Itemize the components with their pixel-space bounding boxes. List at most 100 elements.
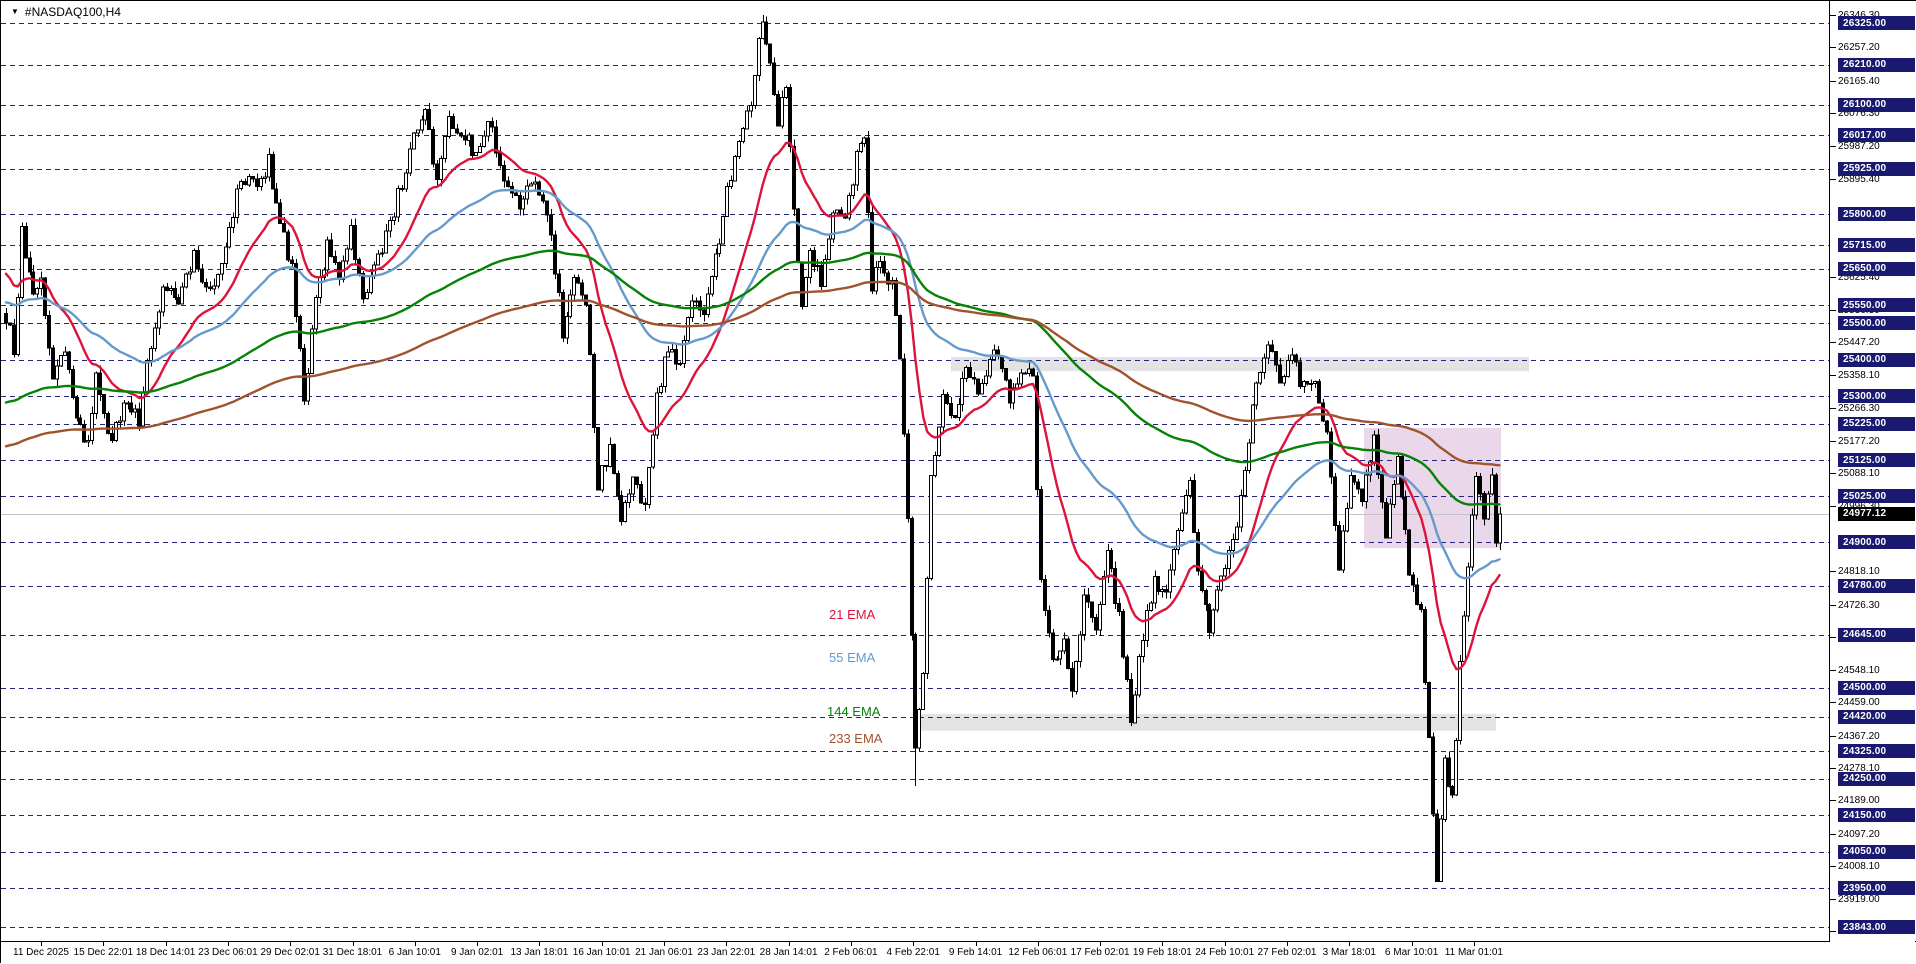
ema-line-55[interactable] bbox=[4, 188, 1501, 580]
time-scale-tick bbox=[1162, 942, 1164, 946]
ema-legend-label-233: 233 EMA bbox=[829, 731, 883, 746]
time-scale-label: 23 Jan 22:01 bbox=[697, 947, 756, 958]
price-scale-tick: 26076.30 bbox=[1830, 107, 1916, 120]
price-level-label: 23950.00 bbox=[1838, 881, 1915, 896]
price-scale-tick: 26346.30 bbox=[1830, 9, 1916, 22]
price-level-label: 25225.00 bbox=[1838, 416, 1915, 431]
current-price-label: 24977.12 bbox=[1838, 506, 1915, 521]
time-scale-tick bbox=[726, 942, 728, 946]
chart-canvas[interactable]: ▼ #NASDAQ100,H4 21 EMA 55 EMA 144 EMA 233 E… bbox=[1, 1, 1830, 942]
time-scale-tick bbox=[975, 942, 977, 946]
time-axis[interactable]: 11 Dec 2025 15 Dec 22:01 18 Dec 14:01 23 De… bbox=[1, 942, 1916, 964]
time-scale-label: 21 Jan 06:01 bbox=[635, 947, 693, 958]
time-scale-label: 11 Dec 2025 bbox=[13, 947, 69, 958]
time-scale-label: 16 Jan 10:01 bbox=[572, 947, 631, 958]
time-scale-label: 27 Feb 02:01 bbox=[1257, 947, 1317, 958]
price-scale-tick: 24548.10 bbox=[1830, 664, 1916, 677]
ema-line-144[interactable] bbox=[4, 249, 1501, 506]
time-scale-label: 9 Jan 02:01 bbox=[450, 947, 504, 958]
price-level-label: 24645.00 bbox=[1838, 627, 1915, 642]
time-scale-tick bbox=[1100, 942, 1102, 946]
ema-legend-label-21: 21 EMA bbox=[829, 607, 876, 622]
time-scale-tick bbox=[1037, 942, 1039, 946]
price-level-label: 23843.00 bbox=[1838, 920, 1915, 934]
symbol-title: ▼ #NASDAQ100,H4 bbox=[11, 5, 121, 19]
price-axis[interactable]: 26346.30 26257.20 26165.40 26076.30 25987.20… bbox=[1830, 1, 1916, 941]
price-scale-tick: 25625.40 bbox=[1830, 271, 1916, 284]
ema-line-21[interactable] bbox=[4, 141, 1501, 671]
time-scale-label: 18 Dec 14:01 bbox=[135, 947, 196, 958]
time-scale-label: 11 Mar 01:01 bbox=[1444, 947, 1503, 958]
time-scale-tick bbox=[290, 942, 292, 946]
price-scale-tick: 25266.30 bbox=[1830, 402, 1916, 415]
time-scale-label: 4 Feb 22:01 bbox=[886, 947, 940, 958]
price-scale-tick: 25177.20 bbox=[1830, 435, 1916, 448]
price-level-label: 25925.00 bbox=[1838, 161, 1915, 176]
time-scale-tick bbox=[850, 942, 852, 946]
price-scale-tick: 24278.10 bbox=[1830, 762, 1916, 775]
price-scale-tick: 25447.20 bbox=[1830, 336, 1916, 349]
ema-line-233[interactable] bbox=[4, 280, 1501, 467]
time-scale-tick bbox=[352, 942, 354, 946]
price-level-label: 26210.00 bbox=[1838, 57, 1915, 72]
time-scale-tick bbox=[539, 942, 541, 946]
price-level-label: 25300.00 bbox=[1838, 389, 1915, 404]
time-scale-tick bbox=[1349, 942, 1351, 946]
time-scale-label: 28 Jan 14:01 bbox=[759, 947, 818, 958]
time-scale-label: 2 Feb 06:01 bbox=[824, 947, 878, 958]
time-scale-label: 31 Dec 18:01 bbox=[322, 947, 383, 958]
time-scale-tick bbox=[1473, 942, 1475, 946]
time-scale-label: 23 Dec 06:01 bbox=[198, 947, 258, 958]
time-scale-tick bbox=[1287, 942, 1288, 946]
time-scale-tick bbox=[601, 942, 603, 946]
time-scale-label: 3 Mar 18:01 bbox=[1322, 947, 1376, 958]
price-scale-tick: 26165.40 bbox=[1830, 75, 1916, 88]
price-level-label: 24325.00 bbox=[1838, 744, 1915, 759]
ema-legend-label-55: 55 EMA bbox=[829, 650, 876, 665]
price-level-label: 25500.00 bbox=[1838, 316, 1915, 331]
time-scale-label: 6 Jan 10:01 bbox=[388, 947, 441, 958]
price-level-label: 25025.00 bbox=[1838, 489, 1915, 504]
price-level-label: 25125.00 bbox=[1838, 453, 1915, 468]
candlestick-chart[interactable] bbox=[1, 1, 1829, 941]
price-scale-tick: 26257.20 bbox=[1830, 41, 1916, 54]
time-scale-label: 12 Feb 06:01 bbox=[1008, 947, 1068, 958]
price-level-label: 24150.00 bbox=[1838, 808, 1915, 823]
price-level-label: 26325.00 bbox=[1838, 16, 1915, 30]
price-scale-tick: 25088.10 bbox=[1830, 467, 1916, 480]
time-scale-tick bbox=[103, 942, 105, 946]
price-level-label: 24780.00 bbox=[1838, 578, 1915, 593]
price-scale-tick: 24818.10 bbox=[1830, 565, 1916, 578]
price-level-label: 26017.00 bbox=[1838, 128, 1915, 143]
price-level-label: 24420.00 bbox=[1838, 709, 1915, 724]
time-scale-tick bbox=[1411, 942, 1413, 946]
price-scale-tick: 24459.00 bbox=[1830, 696, 1916, 709]
time-scale-tick bbox=[227, 942, 229, 946]
time-scale-tick bbox=[165, 942, 167, 946]
time-scale-label: 15 Dec 22:01 bbox=[73, 947, 134, 958]
time-scale-tick bbox=[913, 942, 915, 946]
price-level-label: 26100.00 bbox=[1838, 97, 1915, 112]
price-level-lines bbox=[1, 23, 1829, 928]
price-scale-tick: 24008.10 bbox=[1830, 860, 1916, 873]
time-scale-tick bbox=[477, 942, 479, 946]
chart-dropdown-icon[interactable]: ▼ bbox=[11, 7, 19, 16]
price-level-label: 25650.00 bbox=[1838, 261, 1915, 276]
time-scale-tick bbox=[1224, 942, 1226, 946]
price-level-label: 25800.00 bbox=[1838, 207, 1915, 222]
time-scale-label: 6 Mar 10:01 bbox=[1384, 947, 1439, 958]
time-scale-tick bbox=[41, 942, 42, 946]
gray-zone[interactable] bbox=[916, 713, 1496, 731]
time-scale-label: 13 Jan 18:01 bbox=[510, 947, 569, 958]
time-scale-tick bbox=[414, 942, 416, 946]
price-scale-tick: 23919.00 bbox=[1830, 893, 1916, 906]
price-level-label: 24900.00 bbox=[1838, 535, 1915, 550]
price-level-label: 25400.00 bbox=[1838, 352, 1915, 367]
price-scale-tick: 25987.20 bbox=[1830, 140, 1916, 153]
price-scale-tick: 24189.00 bbox=[1830, 794, 1916, 807]
time-scale-label: 24 Feb 10:01 bbox=[1195, 947, 1255, 958]
time-scale-tick bbox=[664, 942, 665, 946]
ema-legend-label-144: 144 EMA bbox=[827, 704, 881, 719]
price-scale-tick: 25895.40 bbox=[1830, 173, 1916, 186]
